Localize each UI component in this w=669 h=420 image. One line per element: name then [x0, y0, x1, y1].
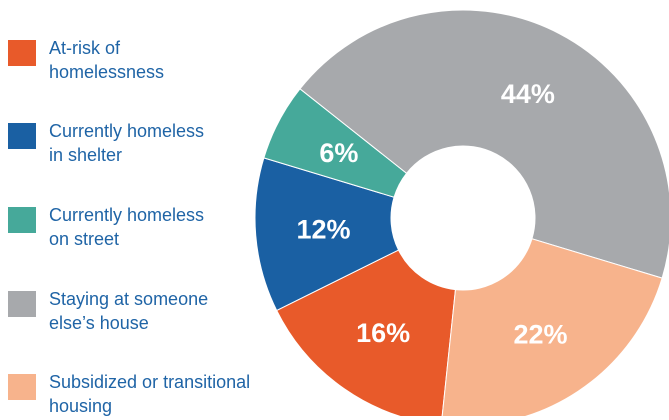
- slice-value-label: 16%: [356, 318, 410, 348]
- legend-label-at-risk: At-risk of homelessness: [49, 38, 165, 82]
- legend-label-homeless-shelter: Currently homeless in shelter: [49, 121, 205, 165]
- slice-value-label: 6%: [319, 138, 358, 168]
- slice-value-label: 22%: [513, 320, 567, 350]
- legend-swatch-someone-elses-house: [8, 291, 36, 317]
- slice-value-label: 44%: [501, 79, 555, 109]
- legend-label-subsidized-housing: Subsidized or transitional housing: [49, 372, 251, 416]
- chart-legend: At-risk of homelessness Currently homele…: [0, 0, 300, 416]
- legend-label-someone-elses-house: Staying at someone else’s house: [49, 289, 209, 333]
- legend-item-homeless-shelter: Currently homeless in shelter: [8, 119, 298, 169]
- legend-item-subsidized-housing: Subsidized or transitional housing: [8, 370, 298, 420]
- donut-hole: [391, 146, 535, 290]
- donut-labels: 16% 12% 6% 44% 22%: [296, 79, 567, 350]
- legend-item-homeless-street: Currently homeless on street: [8, 203, 298, 253]
- slice-value-label: 12%: [296, 215, 350, 245]
- legend-item-someone-elses-house: Staying at someone else’s house: [8, 287, 298, 337]
- legend-swatch-subsidized-housing: [8, 374, 36, 400]
- legend-swatch-homeless-shelter: [8, 123, 36, 149]
- legend-swatch-at-risk: [8, 40, 36, 66]
- donut-slices: [254, 9, 669, 416]
- legend-label-homeless-street: Currently homeless on street: [49, 205, 205, 249]
- legend-swatch-homeless-street: [8, 207, 36, 233]
- legend-item-at-risk: At-risk of homelessness: [8, 36, 298, 86]
